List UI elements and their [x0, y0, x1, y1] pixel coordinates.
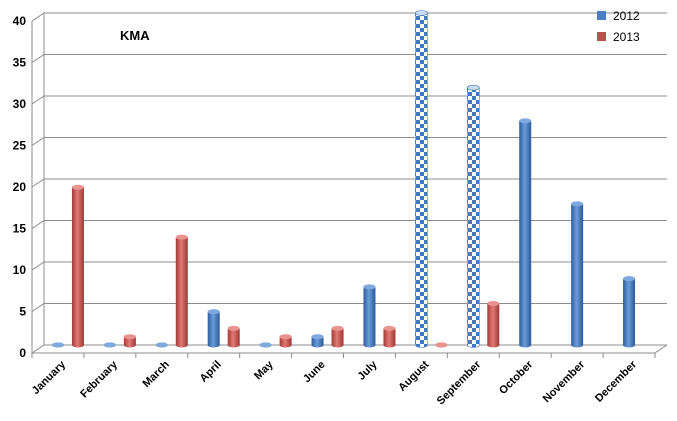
x-tick-label: January — [30, 358, 69, 397]
y-tick-label: 15 — [13, 222, 27, 236]
bar-2012-june — [311, 334, 324, 348]
bar-2013-may — [279, 334, 292, 348]
x-tick-label: March — [141, 358, 173, 390]
bar-2012-april — [207, 309, 220, 348]
x-tick-label: August — [396, 358, 432, 394]
legend-swatch-2012 — [597, 11, 606, 20]
y-tick-label: 40 — [13, 14, 27, 28]
legend-label-2012: 2012 — [613, 9, 640, 23]
legend-label-2013: 2013 — [613, 30, 640, 44]
bar-2012-december — [623, 276, 636, 348]
gridline — [31, 95, 667, 105]
gridline — [31, 178, 667, 188]
x-tick-label: April — [198, 359, 224, 385]
x-tick-label: November — [541, 358, 588, 405]
x-tick-label: September — [435, 358, 484, 407]
legend: 2012 2013 — [597, 9, 640, 44]
y-tick-label: 0 — [19, 346, 26, 360]
x-tick-label: October — [497, 358, 536, 397]
x-tick-label: February — [78, 358, 120, 400]
y-tick-labels: 0 5 10 15 20 25 30 35 40 — [13, 14, 27, 360]
bar-2013-june — [331, 325, 344, 348]
bar-2012-october — [519, 118, 532, 348]
bar-2012-august — [415, 10, 428, 348]
y-tick-label: 35 — [13, 56, 27, 70]
bar-2012-january — [51, 342, 64, 348]
x-category-labels: January February March April May June July Augu… — [30, 358, 640, 407]
bar-2012-may — [259, 342, 272, 348]
bar-2013-april — [227, 325, 240, 348]
x-tick-label: July — [356, 358, 381, 383]
x-tick-label: December — [593, 358, 640, 405]
bar-2013-january — [71, 184, 84, 348]
chart-title: KMA — [120, 28, 150, 43]
bar-2012-july — [363, 284, 376, 348]
y-tick-label: 10 — [13, 263, 27, 277]
y-tick-label: 30 — [13, 97, 27, 111]
gridline — [31, 137, 667, 146]
bar-2013-september — [487, 301, 500, 348]
y-tick-label: 20 — [13, 180, 27, 194]
bar-2012-february — [103, 342, 116, 348]
bar-2012-november — [571, 201, 584, 348]
bar-2013-march — [175, 234, 188, 348]
x-tick-label: June — [301, 359, 328, 386]
axis-layer — [31, 13, 668, 358]
bar-2012-march — [155, 342, 168, 348]
bar-2012-september — [466, 84, 480, 348]
y-tick-label: 25 — [13, 139, 27, 153]
bars-layer — [51, 10, 636, 348]
y-tick-label: 5 — [19, 305, 26, 319]
bar-2013-august — [435, 342, 448, 348]
legend-swatch-2013 — [597, 32, 606, 41]
bar-2013-february — [123, 334, 136, 348]
bar-2013-july — [383, 325, 396, 348]
gridline — [31, 54, 667, 63]
x-tick-label: May — [252, 358, 276, 382]
gridline — [31, 12, 667, 22]
